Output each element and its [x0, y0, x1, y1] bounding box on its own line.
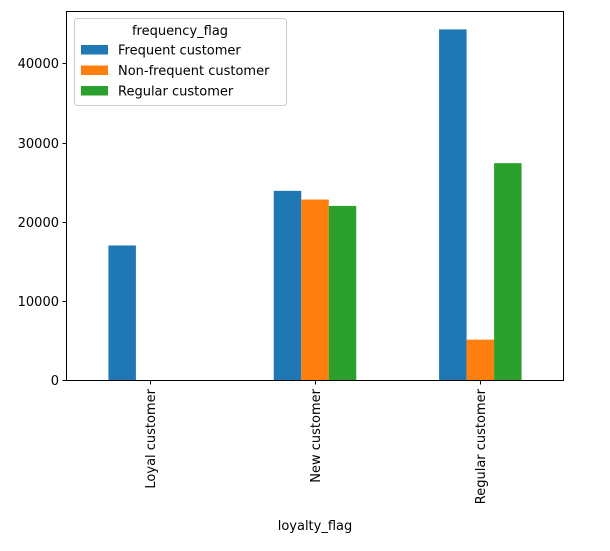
x-axis: Loyal customer New customer Regular custom… [144, 380, 489, 504]
x-tick-label: Loyal customer [144, 388, 159, 488]
legend-title: frequency_flag [132, 24, 228, 39]
bar [273, 190, 302, 380]
legend: frequency_flag Frequent customer Non-freq… [74, 18, 287, 106]
bar [301, 199, 329, 380]
y-axis: 0 10000 20000 30000 40000 [18, 57, 67, 389]
legend-swatch [81, 45, 108, 55]
x-axis-label: loyalty_flag [278, 519, 353, 534]
bar [328, 205, 357, 380]
y-tick-label: 20000 [18, 216, 59, 231]
y-tick-label: 40000 [18, 57, 59, 72]
y-tick-label: 10000 [18, 295, 59, 310]
bar [494, 163, 522, 380]
bar [466, 339, 495, 380]
y-tick-label: 30000 [18, 137, 59, 152]
legend-swatch [81, 65, 108, 75]
legend-label: Regular customer [118, 85, 234, 100]
bars-layer [108, 29, 522, 380]
legend-entries: Frequent customer Non-frequent customer Re… [81, 44, 270, 100]
legend-swatch [81, 86, 108, 96]
legend-label: Non-frequent customer [118, 64, 270, 79]
bar [439, 29, 467, 380]
legend-label: Frequent customer [118, 44, 241, 59]
x-tick-label: New customer [309, 388, 324, 482]
x-tick-label: Regular customer [474, 388, 489, 504]
legend-box [74, 18, 287, 106]
bar [108, 245, 136, 380]
y-tick-label: 0 [51, 374, 59, 389]
